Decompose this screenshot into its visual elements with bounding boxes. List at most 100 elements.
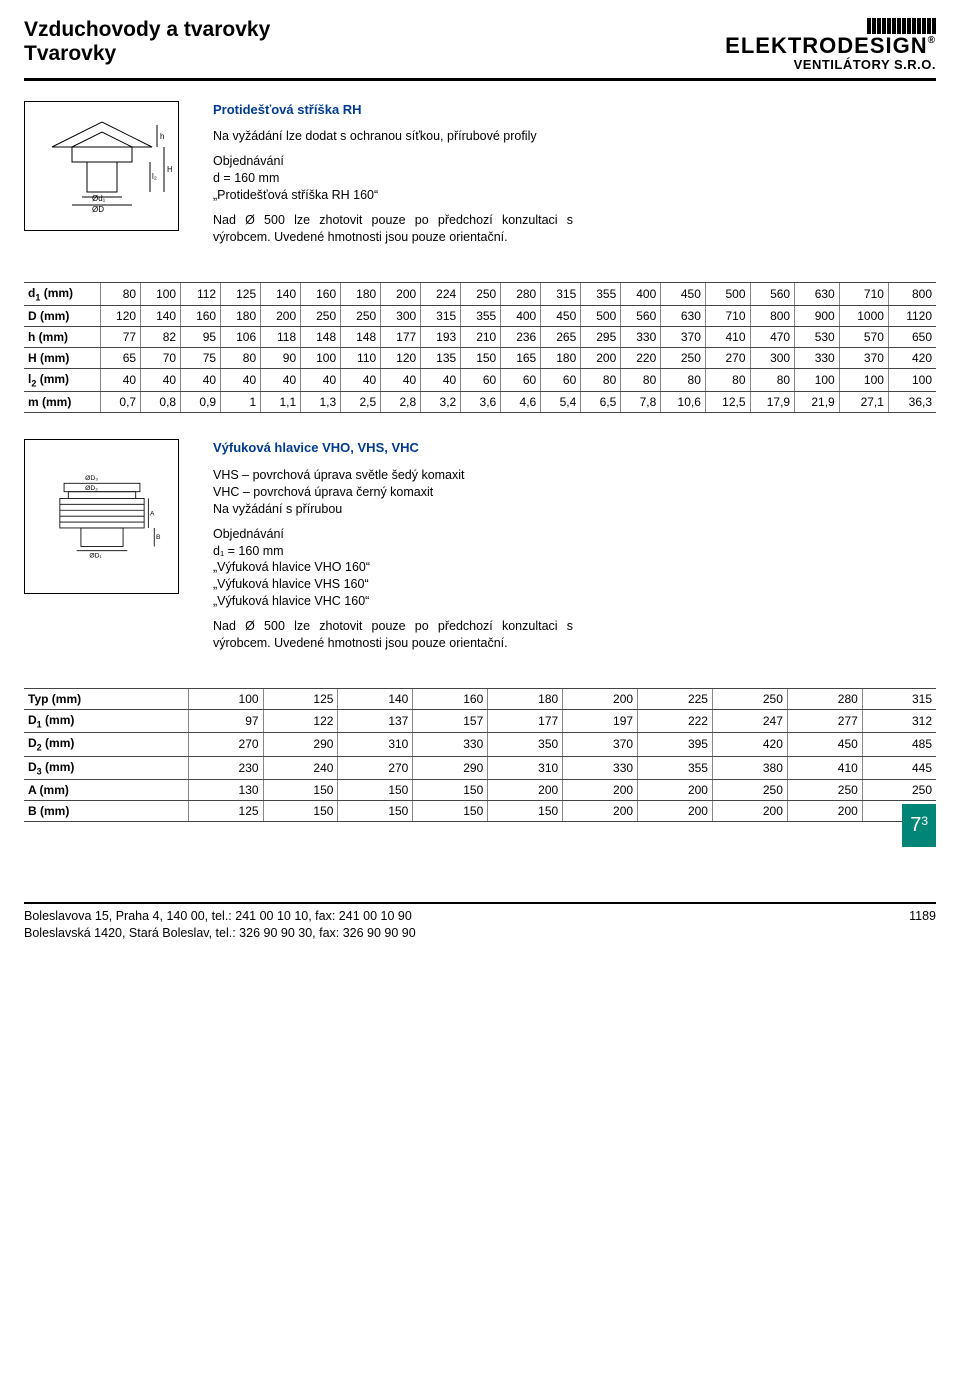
cell-value: 290: [263, 733, 338, 756]
cell-value: 250: [461, 282, 501, 305]
cell-value: 3,2: [421, 392, 461, 413]
exhaust-head-icon: ØD₃ ØD₂ A B ØD₁: [32, 458, 172, 576]
cell-value: 290: [413, 756, 488, 779]
cell-value: 82: [141, 327, 181, 348]
cell-value: 200: [712, 800, 787, 821]
table-row: m (mm)0,70,80,911,11,32,52,83,23,64,65,4…: [24, 392, 936, 413]
cell-value: 177: [381, 327, 421, 348]
cell-value: 315: [421, 306, 461, 327]
cell-value: 470: [750, 327, 795, 348]
cell-value: 157: [413, 709, 488, 732]
table-row: D3 (mm)230240270290310330355380410445: [24, 756, 936, 779]
cell-value: 200: [581, 348, 621, 369]
diagram-label-D: ØD: [92, 205, 104, 214]
cell-value: 150: [263, 779, 338, 800]
page-title-block: Vzduchovody a tvarovky Tvarovky: [24, 18, 270, 66]
cell-value: 40: [221, 369, 261, 392]
cell-value: 330: [413, 733, 488, 756]
cell-value: 140: [338, 688, 413, 709]
cell-value: 4,6: [501, 392, 541, 413]
cell-value: 370: [661, 327, 706, 348]
table-row: D1 (mm)97122137157177197222247277312: [24, 709, 936, 732]
cell-value: 135: [421, 348, 461, 369]
spec-table-vho: Typ (mm)100125140160180200225250280315D1…: [24, 688, 936, 822]
cell-value: 236: [501, 327, 541, 348]
diagram-label-d1: Ød₁: [92, 194, 106, 203]
cell-value: 350: [488, 733, 563, 756]
row-label: A (mm): [24, 779, 188, 800]
cell-value: 277: [787, 709, 862, 732]
cell-value: 200: [787, 800, 862, 821]
cell-value: 330: [621, 327, 661, 348]
row-label: Typ (mm): [24, 688, 188, 709]
cell-value: 140: [261, 282, 301, 305]
cell-value: 450: [661, 282, 706, 305]
row-label: D (mm): [24, 306, 101, 327]
cell-value: 200: [488, 779, 563, 800]
cell-value: 355: [461, 306, 501, 327]
page-tab: 73: [902, 804, 936, 847]
cell-value: 295: [581, 327, 621, 348]
cell-value: 120: [381, 348, 421, 369]
footer-page-num: 1189: [909, 908, 936, 942]
cell-value: 90: [261, 348, 301, 369]
section1-order-line1: d = 160 mm: [213, 171, 279, 185]
cell-value: 500: [705, 282, 750, 305]
cell-value: 165: [501, 348, 541, 369]
cell-value: 222: [638, 709, 713, 732]
cell-value: 12,5: [705, 392, 750, 413]
cell-value: 247: [712, 709, 787, 732]
brand-name: ELEKTRODESIGN®: [725, 36, 936, 57]
cell-value: 100: [795, 369, 840, 392]
diagram-label-D2: ØD₂: [85, 485, 98, 492]
cell-value: 370: [839, 348, 888, 369]
cell-value: 80: [661, 369, 706, 392]
cell-value: 280: [501, 282, 541, 305]
section1-order-line2: „Protidešťová stříška RH 160“: [213, 188, 378, 202]
cell-value: 200: [261, 306, 301, 327]
cell-value: 80: [705, 369, 750, 392]
cell-value: 400: [501, 306, 541, 327]
cell-value: 250: [661, 348, 706, 369]
page-title-line2: Tvarovky: [24, 42, 270, 66]
footer-line1: Boleslavova 15, Praha 4, 140 00, tel.: 2…: [24, 908, 416, 925]
row-label: H (mm): [24, 348, 101, 369]
footer-line2: Boleslavská 1420, Stará Boleslav, tel.: …: [24, 925, 416, 942]
cell-value: 3,6: [461, 392, 501, 413]
cell-value: 410: [705, 327, 750, 348]
cell-value: 220: [621, 348, 661, 369]
rain-cap-icon: h H l₂ Ød₁ ØD: [32, 107, 172, 225]
cell-value: 630: [661, 306, 706, 327]
cell-value: 150: [263, 800, 338, 821]
section2-p1b: VHC – povrchová úprava černý komaxit: [213, 485, 433, 499]
row-label: B (mm): [24, 800, 188, 821]
cell-value: 410: [787, 756, 862, 779]
cell-value: 120: [101, 306, 141, 327]
cell-value: 17,9: [750, 392, 795, 413]
cell-value: 40: [141, 369, 181, 392]
cell-value: 710: [705, 306, 750, 327]
cell-value: 330: [563, 756, 638, 779]
diagram-vho: ØD₃ ØD₂ A B ØD₁: [24, 439, 179, 594]
cell-value: 150: [338, 800, 413, 821]
cell-value: 110: [341, 348, 381, 369]
cell-value: 250: [301, 306, 341, 327]
cell-value: 630: [795, 282, 840, 305]
cell-value: 560: [750, 282, 795, 305]
cell-value: 75: [181, 348, 221, 369]
cell-value: 250: [787, 779, 862, 800]
cell-value: 800: [888, 282, 936, 305]
section2-title: Výfuková hlavice VHO, VHS, VHC: [213, 439, 573, 457]
cell-value: 177: [488, 709, 563, 732]
table-row: d1 (mm)801001121251401601802002242502803…: [24, 282, 936, 305]
desc-vho: Výfuková hlavice VHO, VHS, VHC VHS – pov…: [213, 439, 573, 659]
diagram-label-D1: ØD₁: [89, 552, 102, 559]
cell-value: 140: [141, 306, 181, 327]
cell-value: 450: [541, 306, 581, 327]
cell-value: 710: [839, 282, 888, 305]
cell-value: 80: [581, 369, 621, 392]
section-rh: h H l₂ Ød₁ ØD Protidešťová stříška RH Na…: [24, 101, 936, 254]
diagram-label-H: H: [167, 165, 172, 174]
cell-value: 80: [621, 369, 661, 392]
cell-value: 270: [188, 733, 263, 756]
